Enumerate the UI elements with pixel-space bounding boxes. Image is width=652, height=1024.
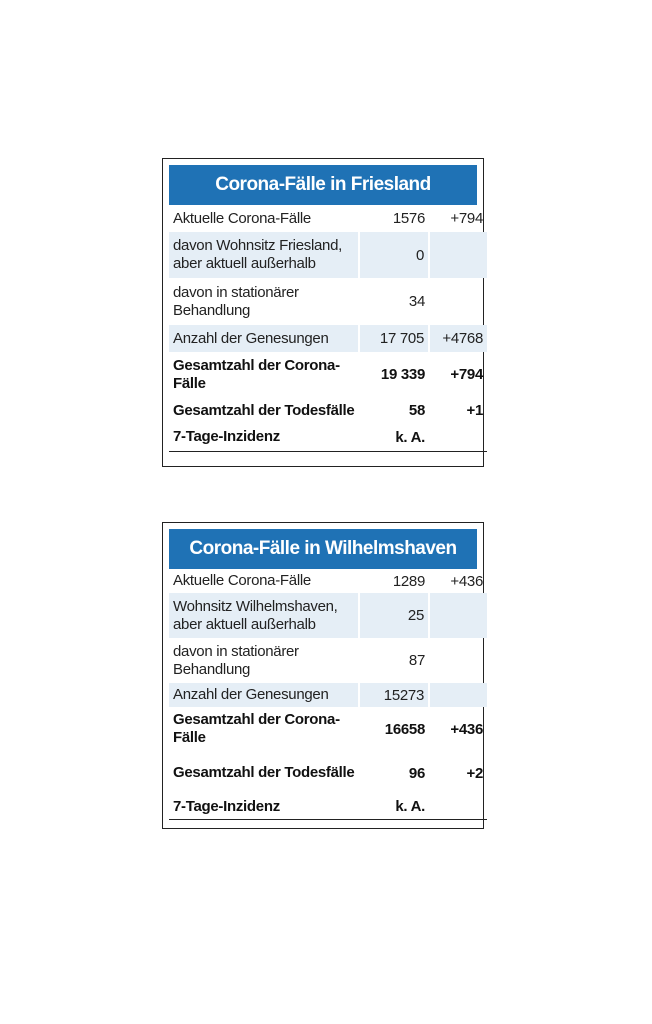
row-change: +2: [466, 764, 483, 782]
row-label: Aktuelle Corona-Fälle: [173, 572, 311, 589]
row-label: 7-Tage-Inzidenz: [169, 424, 359, 452]
row-change: +436: [450, 720, 483, 738]
row-change: +436: [450, 572, 483, 590]
table-row: 7-Tage-Inzidenz k. A.: [169, 795, 487, 820]
wilhelmshaven-table: Aktuelle Corona-Fälle 1289 +436 Wohnsitz…: [169, 569, 487, 820]
row-value: 19 339: [380, 366, 425, 383]
row-value: 0: [358, 232, 430, 278]
table-row: Wohnsitz Wilhelmshaven, aber aktuell auß…: [169, 593, 487, 638]
friesland-title: Corona-Fälle in Friesland: [169, 165, 477, 205]
table-row: davon in stationärer Behandlung 87: [169, 638, 487, 683]
row-label: Gesamtzahl der Todesfälle: [173, 401, 355, 419]
row-label: davon Wohnsitz Friesland, aber aktuell a…: [169, 232, 359, 278]
table-row: davon in stationärer Behandlung 34: [169, 278, 487, 325]
row-value: 15273: [358, 683, 430, 707]
table-row: Anzahl der Genesungen 17 705 +4768: [169, 325, 487, 352]
row-change: +4768: [429, 325, 487, 352]
row-change: [429, 795, 487, 820]
table-row: Gesamtzahl der Corona-Fälle 16658 +436: [169, 707, 487, 751]
row-label: Aktuelle Corona-Fälle: [173, 209, 311, 227]
table-row: Gesamtzahl der Corona-Fälle 19 339 +794: [169, 352, 487, 397]
row-change: +794: [450, 366, 483, 383]
table-row: davon Wohnsitz Friesland, aber aktuell a…: [169, 232, 487, 278]
table-row: Aktuelle Corona-Fälle 1289 +436: [169, 569, 487, 593]
wilhelmshaven-title: Corona-Fälle in Wilhelmshaven: [169, 529, 477, 569]
row-change: [429, 593, 487, 638]
row-label: Gesamtzahl der Corona-Fälle: [173, 356, 340, 392]
row-label: davon in stationärer Behandlung: [173, 283, 299, 319]
friesland-table: Aktuelle Corona-Fälle 1576 +794 davon Wo…: [169, 205, 487, 452]
row-change: [429, 424, 487, 452]
row-change: +1: [466, 402, 483, 419]
row-change: [429, 278, 487, 325]
row-value: 25: [358, 593, 430, 638]
table-row: Aktuelle Corona-Fälle 1576 +794: [169, 205, 487, 232]
row-value: 17 705: [358, 325, 430, 352]
table-row: Gesamtzahl der Todesfälle 96 +2: [169, 751, 487, 795]
row-value: 96: [408, 764, 425, 782]
table-row: 7-Tage-Inzidenz k. A.: [169, 424, 487, 452]
table-row: Gesamtzahl der Todesfälle 58 +1: [169, 397, 487, 424]
row-change: [429, 638, 487, 683]
row-value: k. A.: [359, 795, 429, 820]
row-label: davon in stationärer Behandlung: [173, 642, 299, 678]
friesland-table-box: Corona-Fälle in Friesland Aktuelle Coron…: [162, 158, 487, 467]
row-value: 34: [408, 293, 425, 310]
row-label: 7-Tage-Inzidenz: [169, 795, 359, 820]
row-value: 1289: [392, 572, 425, 590]
row-change: [429, 683, 487, 707]
row-change: [429, 232, 487, 278]
row-value: 16658: [384, 720, 426, 738]
row-label: Anzahl der Genesungen: [169, 325, 359, 352]
row-label: Gesamtzahl der Todesfälle: [173, 764, 355, 781]
row-label: Anzahl der Genesungen: [169, 683, 359, 707]
wilhelmshaven-table-box: Corona-Fälle in Wilhelmshaven Aktuelle C…: [162, 522, 487, 829]
row-value: k. A.: [359, 424, 429, 452]
row-value: 1576: [392, 210, 425, 227]
row-value: 58: [408, 402, 425, 419]
row-change: +794: [450, 210, 483, 227]
row-label: Gesamtzahl der Corona-Fälle: [173, 711, 340, 746]
row-label: Wohnsitz Wilhelmshaven, aber aktuell auß…: [169, 593, 359, 638]
table-row: Anzahl der Genesungen 15273: [169, 683, 487, 707]
row-value: 87: [408, 652, 425, 669]
